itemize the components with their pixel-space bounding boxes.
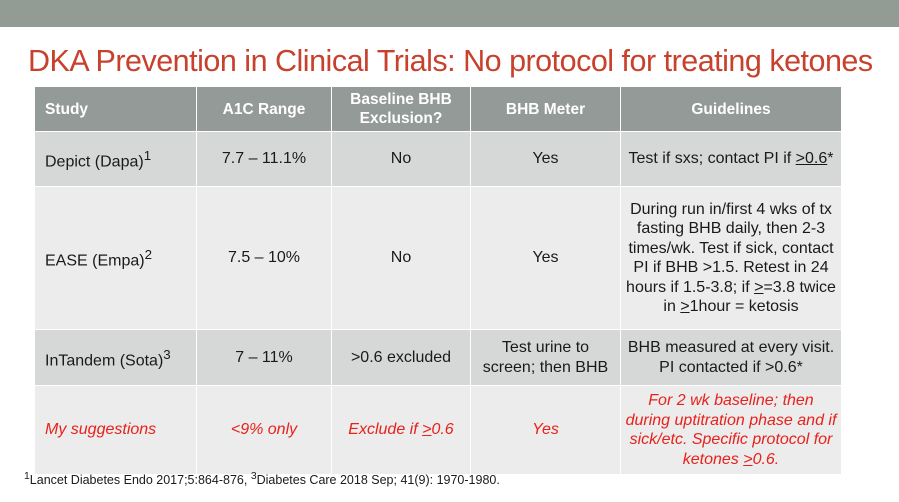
- guidelines-cell: Test if sxs; contact PI if >0.6*: [620, 131, 842, 187]
- footnote-text: Diabetes Care 2018 Sep; 41(9): 1970-1980…: [256, 473, 500, 488]
- exclusion-text: Exclude if: [348, 421, 423, 439]
- footnote-ref: 3: [163, 346, 171, 362]
- study-cell: My suggestions: [34, 385, 197, 475]
- footnote-sup: 3: [250, 471, 257, 482]
- guidelines-cell: For 2 wk baseline; then during uptitrati…: [620, 385, 842, 475]
- header-bhb-meter: BHB Meter: [470, 86, 621, 132]
- a1c-cell: 7.5 – 10%: [196, 186, 332, 330]
- guidelines-underlined: >: [680, 298, 690, 315]
- a1c-cell: 7.7 – 11.1%: [196, 131, 332, 187]
- study-cell: InTandem (Sota)3: [34, 329, 197, 386]
- study-cell: EASE (Empa)2: [34, 186, 197, 330]
- table-row: Depict (Dapa)1 7.7 – 11.1% No Yes Test i…: [34, 131, 842, 187]
- top-bar: [0, 0, 899, 27]
- header-guidelines: Guidelines: [620, 86, 842, 132]
- exclusion-cell: No: [331, 186, 471, 330]
- header-study: Study: [34, 86, 197, 132]
- a1c-cell: 7 – 11%: [196, 329, 332, 386]
- exclusion-cell: No: [331, 131, 471, 187]
- study-name: InTandem (Sota): [45, 351, 164, 369]
- meter-cell: Yes: [470, 131, 621, 187]
- table-row: EASE (Empa)2 7.5 – 10% No Yes During run…: [34, 186, 842, 330]
- header-row: Study A1C Range Baseline BHB Exclusion? …: [34, 86, 842, 132]
- table-row: InTandem (Sota)3 7 – 11% >0.6 excluded T…: [34, 329, 842, 386]
- meter-cell: Test urine to screen; then BHB: [470, 329, 621, 386]
- guidelines-text-mid: =3.8 twice in: [663, 278, 836, 316]
- guidelines-text: For 2 wk baseline; then during uptitrati…: [625, 392, 837, 468]
- footnote-ref: 2: [144, 247, 153, 263]
- slide-title: DKA Prevention in Clinical Trials: No pr…: [28, 44, 873, 78]
- guidelines-underlined: >: [754, 278, 764, 296]
- guidelines-underlined: >: [743, 450, 753, 468]
- exclusion-text-end: 0.6: [431, 421, 454, 439]
- exclusion-cell: >0.6 excluded: [331, 329, 471, 386]
- meter-cell: Yes: [470, 186, 621, 330]
- study-cell: Depict (Dapa)1: [34, 131, 197, 187]
- guidelines-text-end: 0.6.: [752, 450, 780, 468]
- guidelines-underlined: >0.6: [795, 150, 828, 168]
- header-baseline-bhb-exclusion: Baseline BHB Exclusion?: [331, 86, 471, 132]
- meter-cell: Yes: [470, 385, 621, 475]
- study-name: EASE (Empa): [45, 252, 145, 270]
- trials-table: Study A1C Range Baseline BHB Exclusion? …: [34, 86, 842, 475]
- exclusion-underlined: >: [422, 421, 432, 439]
- exclusion-cell: Exclude if >0.6: [331, 385, 471, 475]
- guidelines-text: Test if sxs; contact PI if: [628, 150, 796, 168]
- table-row: My suggestions <9% only Exclude if >0.6 …: [34, 385, 842, 475]
- footnote-text: Lancet Diabetes Endo 2017;5:864-876,: [29, 473, 251, 488]
- guidelines-text-end: 1hour = ketosis: [689, 298, 799, 315]
- footnote-ref: 1: [143, 148, 152, 164]
- guidelines-cell: BHB measured at every visit. PI contacte…: [620, 329, 842, 386]
- a1c-cell: <9% only: [196, 385, 332, 475]
- header-a1c-range: A1C Range: [196, 86, 332, 132]
- footnote-sup: 1: [24, 471, 30, 482]
- guidelines-text-end: *: [827, 150, 834, 168]
- guidelines-cell: During run in/first 4 wks of tx fasting …: [620, 186, 842, 330]
- guidelines-text: During run in/first 4 wks of tx fasting …: [626, 200, 834, 296]
- study-name: Depict (Dapa): [45, 153, 144, 171]
- footnote: 1Lancet Diabetes Endo 2017;5:864-876, 3D…: [24, 471, 500, 487]
